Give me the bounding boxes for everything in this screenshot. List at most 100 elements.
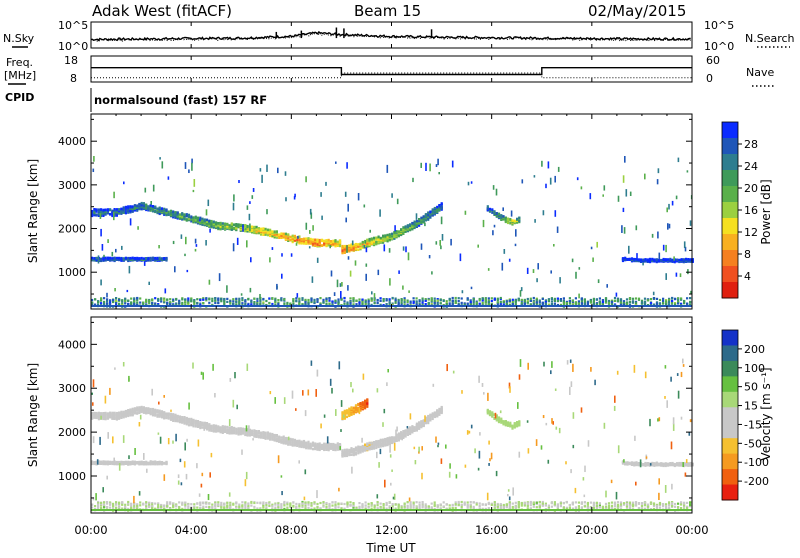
heatmap-cell — [165, 461, 167, 464]
heatmap-cell — [684, 241, 686, 248]
heatmap-cell — [362, 445, 364, 448]
heatmap-cell — [584, 303, 586, 305]
heatmap-cell — [489, 410, 491, 413]
heatmap-cell — [280, 232, 282, 235]
heatmap-cell — [541, 161, 543, 167]
heatmap-cell — [244, 303, 246, 305]
heatmap-cell — [659, 299, 661, 301]
heatmap-cell — [118, 257, 120, 260]
heatmap-cell — [644, 174, 646, 180]
heatmap-cell — [557, 227, 559, 233]
heatmap-cell — [658, 463, 660, 466]
heatmap-cell — [143, 461, 145, 464]
freq-label: Freq. — [6, 56, 33, 69]
heatmap-cell — [514, 220, 516, 223]
heatmap-cell — [618, 196, 620, 202]
heatmap-cell — [184, 301, 186, 303]
heatmap-cell — [663, 258, 665, 261]
heatmap-cell — [455, 300, 457, 302]
heatmap-cell — [136, 412, 138, 415]
heatmap-cell — [355, 303, 357, 305]
heatmap-cell — [144, 261, 146, 266]
heatmap-cell — [425, 213, 427, 216]
heatmap-cell — [334, 444, 336, 447]
heatmap-cell — [405, 225, 407, 228]
heatmap-cell — [518, 217, 520, 220]
heatmap-cell — [656, 298, 658, 300]
heatmap-cell — [416, 220, 418, 223]
heatmap-cell — [233, 223, 235, 226]
heatmap-cell — [515, 300, 517, 302]
heatmap-cell — [591, 247, 593, 250]
heatmap-cell — [232, 303, 234, 305]
heatmap-cell — [235, 298, 237, 300]
heatmap-cell — [346, 449, 348, 452]
heatmap-cell — [106, 506, 108, 508]
heatmap-cell — [187, 503, 189, 505]
heatmap-cell — [177, 415, 179, 418]
heatmap-cell — [330, 443, 332, 446]
heatmap-cell — [256, 226, 258, 229]
heatmap-cell — [491, 211, 493, 214]
heatmap-cell — [644, 303, 646, 305]
heatmap-cell — [192, 419, 194, 422]
heatmap-cell — [322, 301, 324, 303]
heatmap-cell — [107, 239, 109, 243]
heatmap-cell — [534, 175, 536, 177]
heatmap-cell — [244, 433, 246, 436]
heatmap-cell — [165, 257, 167, 260]
heatmap-cell — [485, 301, 487, 303]
heatmap-cell — [271, 433, 273, 436]
heatmap-cell — [152, 461, 154, 464]
heatmap-cell — [636, 253, 638, 261]
heatmap-cell — [210, 220, 212, 223]
heatmap-cell — [109, 300, 111, 302]
heatmap-cell — [98, 412, 100, 415]
heatmap-cell — [319, 297, 321, 299]
heatmap-cell — [536, 278, 538, 282]
heatmap-cell — [347, 204, 349, 212]
heatmap-cell — [438, 204, 440, 207]
heatmap-cell — [118, 299, 120, 301]
heatmap-cell — [178, 300, 180, 302]
heatmap-cell — [100, 412, 102, 415]
heatmap-cell — [247, 298, 249, 300]
heatmap-cell — [429, 255, 431, 258]
heatmap-cell — [97, 301, 99, 303]
heatmap-cell — [145, 505, 147, 507]
colorbar-swatch — [722, 122, 738, 139]
heatmap-cell — [285, 171, 287, 176]
heatmap-cell — [450, 239, 452, 246]
heatmap-cell — [482, 302, 484, 304]
heatmap-cell — [434, 207, 436, 210]
station-title: Adak West (fitACF) — [92, 2, 232, 20]
heatmap-cell — [125, 257, 127, 260]
heatmap-cell — [211, 300, 213, 302]
heatmap-cell — [497, 299, 499, 301]
heatmap-cell — [93, 412, 95, 415]
heatmap-cell — [233, 194, 235, 201]
heatmap-cell — [325, 303, 327, 305]
heatmap-cell — [157, 506, 159, 508]
heatmap-cell — [491, 208, 493, 211]
heatmap-cell — [551, 298, 553, 300]
heatmap-cell — [681, 258, 683, 261]
heatmap-cell — [674, 298, 676, 300]
heatmap-cell — [305, 237, 307, 240]
heatmap-cell — [491, 300, 493, 302]
heatmap-cell — [205, 506, 207, 508]
heatmap-cell — [143, 202, 145, 205]
heatmap-cell — [371, 297, 373, 299]
heatmap-cell — [192, 219, 194, 222]
heatmap-cell — [204, 422, 206, 425]
heatmap-cell — [102, 460, 104, 463]
heatmap-cell — [364, 245, 366, 249]
heatmap-cell — [301, 299, 303, 301]
heatmap-cell — [413, 297, 415, 299]
heatmap-cell — [473, 301, 475, 303]
heatmap-cell — [148, 282, 150, 285]
heatmap-cell — [409, 426, 411, 429]
heatmap-cell — [261, 175, 263, 183]
heatmap-cell — [647, 462, 649, 465]
